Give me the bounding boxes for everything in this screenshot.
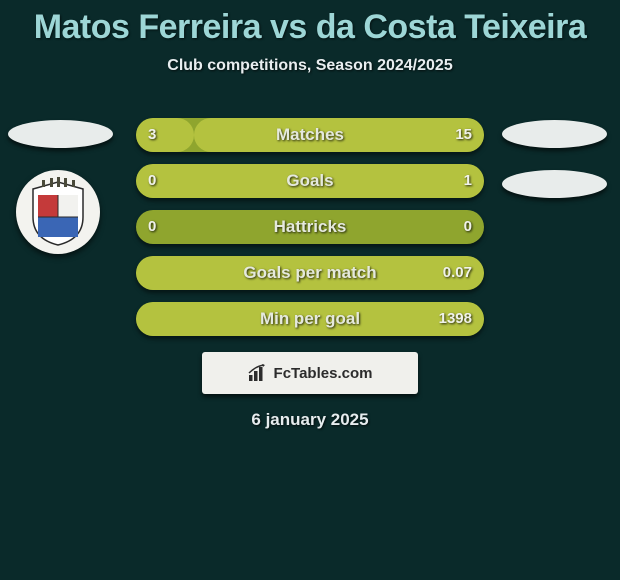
bar-value-right: 1 — [464, 164, 472, 198]
shield-icon — [28, 177, 88, 247]
bar-label: Matches — [136, 118, 484, 152]
player-oval-left — [8, 120, 113, 148]
stat-bar: Min per goal1398 — [136, 302, 484, 336]
stat-bar: Hattricks0 0 — [136, 210, 484, 244]
site-label: FcTables.com — [274, 365, 373, 382]
bar-label: Goals per match — [136, 256, 484, 290]
bar-value-right: 0 — [464, 210, 472, 244]
bar-value-left: 3 — [148, 118, 156, 152]
footer-date: 6 january 2025 — [0, 410, 620, 430]
stat-bar: Goals per match0.07 — [136, 256, 484, 290]
club-crest-left — [16, 170, 100, 254]
bar-label: Goals — [136, 164, 484, 198]
right-side-column — [502, 120, 612, 220]
bar-value-right: 0.07 — [443, 256, 472, 290]
bar-label: Min per goal — [136, 302, 484, 336]
stat-bar: Goals0 1 — [136, 164, 484, 198]
site-badge[interactable]: FcTables.com — [202, 352, 418, 394]
bar-value-right: 1398 — [439, 302, 472, 336]
stat-bar: Matches3 15 — [136, 118, 484, 152]
player-oval-right-1 — [502, 120, 607, 148]
page-title: Matos Ferreira vs da Costa Teixeira — [0, 0, 620, 47]
bar-chart-icon — [248, 364, 268, 382]
left-side-column — [8, 120, 118, 254]
bar-value-right: 15 — [455, 118, 472, 152]
page-subtitle: Club competitions, Season 2024/2025 — [0, 57, 620, 75]
bar-value-left: 0 — [148, 164, 156, 198]
comparison-infographic: Matos Ferreira vs da Costa Teixeira Club… — [0, 0, 620, 580]
player-oval-right-2 — [502, 170, 607, 198]
bar-value-left: 0 — [148, 210, 156, 244]
comparison-bars: Matches315Goals01Hattricks00Goals per ma… — [136, 118, 484, 348]
bar-label: Hattricks — [136, 210, 484, 244]
